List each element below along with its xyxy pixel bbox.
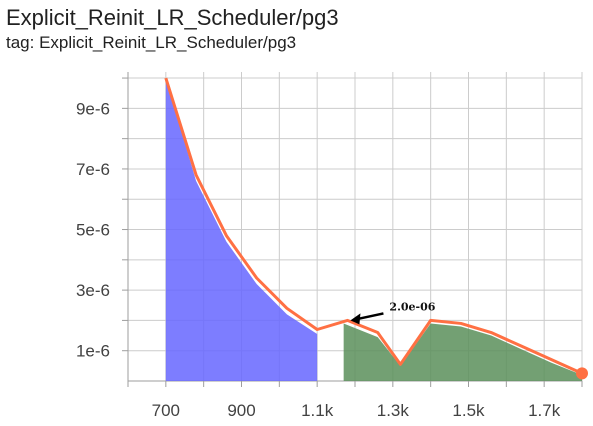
annotation-group: 2.0e-06 <box>350 300 436 325</box>
x-tick-label: 1.3k <box>377 401 410 420</box>
x-axis: 700 900 1.1k 1.3k 1.5k 1.7k <box>152 401 561 420</box>
y-tick-label: 7e-6 <box>76 160 110 179</box>
fill-region-2 <box>343 323 582 381</box>
x-tick-label: 1.7k <box>528 401 561 420</box>
y-axis: 1e-6 3e-6 5e-6 7e-6 9e-6 <box>76 99 110 360</box>
annotation-label: 2.0e-06 <box>389 300 435 313</box>
annotation-arrow-shaft <box>355 312 384 321</box>
x-tick-label: 1.5k <box>452 401 485 420</box>
x-tick-label: 900 <box>227 401 255 420</box>
y-tick-label: 3e-6 <box>76 281 110 300</box>
x-tick-label: 700 <box>152 401 180 420</box>
y-tick-label: 9e-6 <box>76 99 110 118</box>
x-tick-label: 1.1k <box>301 401 334 420</box>
series-line-group <box>164 77 588 380</box>
chart-tag: tag: Explicit_Reinit_LR_Scheduler/pg3 <box>6 33 297 52</box>
fill-region-1 <box>165 78 318 381</box>
fill-regions <box>165 78 582 381</box>
annotation-arrow-head <box>350 313 361 325</box>
y-tick-label: 1e-6 <box>76 342 110 361</box>
chart-title: Explicit_Reinit_LR_Scheduler/pg3 <box>6 5 339 30</box>
y-tick-label: 5e-6 <box>76 221 110 240</box>
series-line <box>164 77 583 375</box>
series-end-marker <box>576 367 588 380</box>
